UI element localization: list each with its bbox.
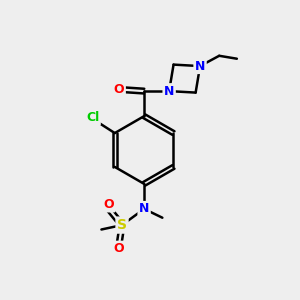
Text: O: O [114, 83, 124, 96]
Text: S: S [117, 218, 127, 232]
Text: O: O [103, 198, 114, 211]
Text: O: O [114, 242, 124, 255]
Text: Cl: Cl [86, 111, 99, 124]
Text: N: N [195, 60, 205, 73]
Text: N: N [164, 85, 174, 98]
Text: N: N [139, 202, 149, 215]
